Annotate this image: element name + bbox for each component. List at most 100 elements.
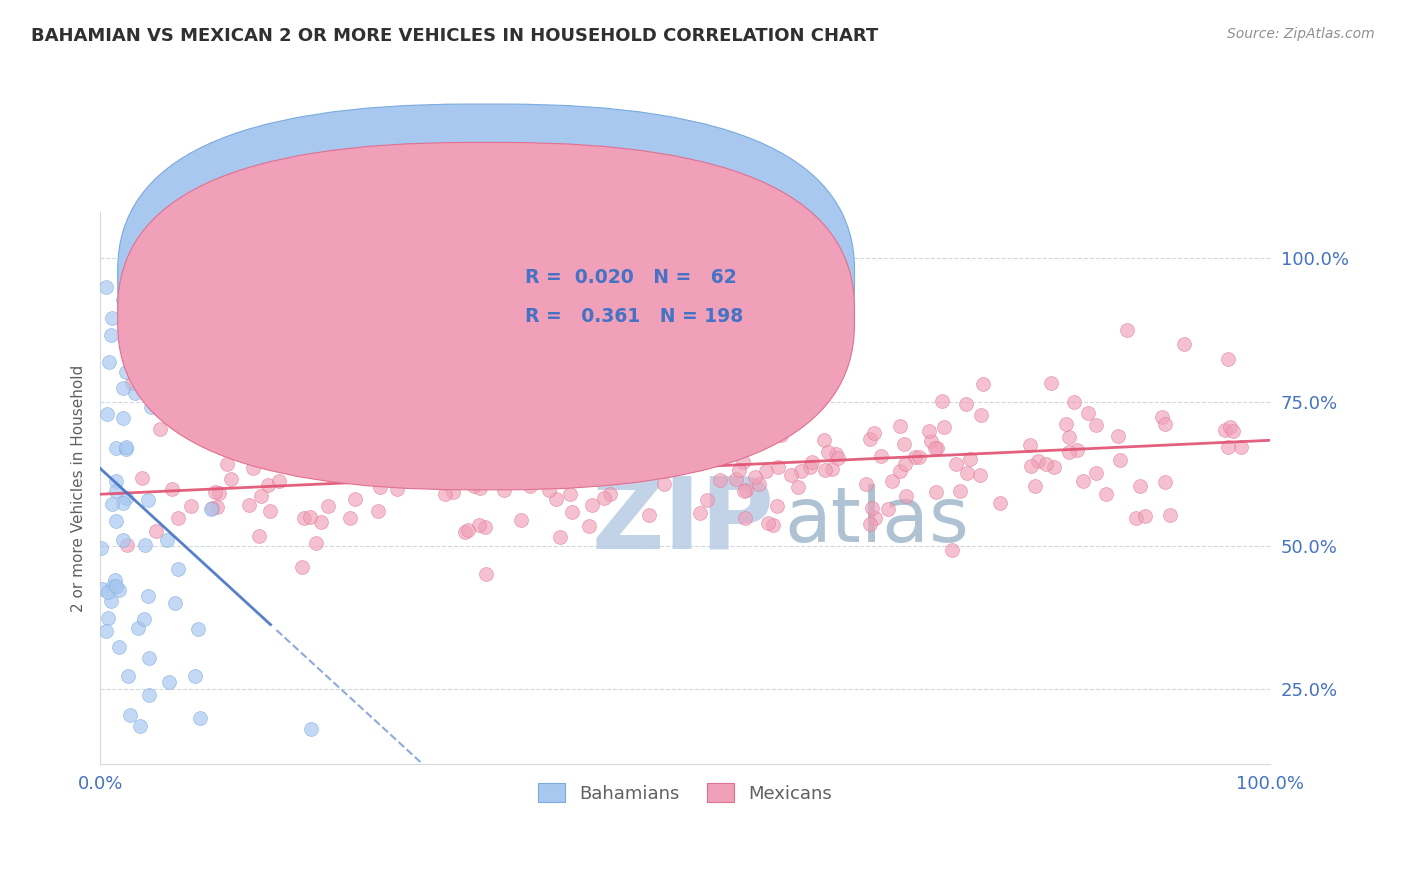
Point <box>799 459 821 474</box>
Point <box>385 483 408 497</box>
Point <box>187 622 209 636</box>
Point <box>1154 417 1177 432</box>
Point <box>96 407 118 421</box>
Point <box>492 483 515 498</box>
Point <box>931 393 953 408</box>
Point <box>433 475 456 490</box>
Point <box>498 466 520 480</box>
Point <box>969 468 991 483</box>
Point <box>165 596 187 610</box>
Point <box>513 447 536 461</box>
Point <box>330 456 353 470</box>
Point <box>731 381 754 395</box>
Point <box>789 465 811 479</box>
Point <box>446 447 468 461</box>
Point <box>138 651 160 665</box>
Point <box>259 504 281 518</box>
Point <box>780 467 803 482</box>
Point <box>454 471 477 485</box>
Point <box>1173 337 1195 351</box>
Point <box>292 510 315 524</box>
Point <box>138 688 160 702</box>
Point <box>889 419 911 434</box>
Point <box>134 538 156 552</box>
Point <box>298 510 321 524</box>
Point <box>581 498 603 512</box>
Point <box>882 474 904 488</box>
Point <box>599 487 621 501</box>
Point <box>242 460 264 475</box>
Point <box>138 589 160 603</box>
Point <box>1216 440 1239 454</box>
Point <box>131 471 153 485</box>
Point <box>1129 479 1152 493</box>
Point <box>491 465 513 479</box>
Point <box>596 383 619 397</box>
Point <box>814 463 837 477</box>
Point <box>593 491 616 506</box>
Point <box>1159 508 1181 522</box>
Point <box>1216 352 1239 367</box>
Point <box>1077 406 1099 420</box>
Point <box>751 434 773 448</box>
Point <box>155 388 177 402</box>
Point <box>817 444 839 458</box>
Point <box>747 340 769 354</box>
Point <box>463 479 485 493</box>
Point <box>945 457 967 471</box>
Point <box>120 708 142 723</box>
Y-axis label: 2 or more Vehicles in Household: 2 or more Vehicles in Household <box>72 365 86 612</box>
Point <box>309 516 332 530</box>
Point <box>145 524 167 538</box>
Point <box>561 505 583 519</box>
Point <box>1085 466 1108 480</box>
Point <box>1043 460 1066 475</box>
Point <box>112 496 135 510</box>
Point <box>779 418 801 433</box>
Text: atlas: atlas <box>785 484 969 558</box>
Point <box>1115 322 1137 336</box>
Point <box>149 367 172 381</box>
Point <box>904 450 927 464</box>
Point <box>519 478 541 492</box>
Point <box>727 463 749 477</box>
Point <box>100 327 122 342</box>
Point <box>1019 458 1042 473</box>
Point <box>1066 442 1088 457</box>
Point <box>1054 417 1077 431</box>
Point <box>215 457 238 471</box>
Point <box>470 401 492 416</box>
Point <box>877 502 900 516</box>
Point <box>132 330 155 344</box>
Point <box>863 426 886 441</box>
Point <box>918 424 941 438</box>
Point <box>162 365 184 379</box>
Point <box>955 397 977 411</box>
Point <box>1035 457 1057 471</box>
Point <box>146 296 169 310</box>
Point <box>1107 429 1129 443</box>
Point <box>114 441 136 455</box>
Point <box>709 473 731 487</box>
Point <box>1109 452 1132 467</box>
Point <box>111 381 134 395</box>
Point <box>813 433 835 447</box>
Point <box>474 520 496 534</box>
Point <box>299 723 322 737</box>
Point <box>247 529 270 543</box>
Point <box>468 517 491 532</box>
Point <box>115 538 138 552</box>
Point <box>770 428 793 442</box>
Point <box>766 460 789 475</box>
Text: R =  0.020   N =   62: R = 0.020 N = 62 <box>524 268 737 287</box>
FancyBboxPatch shape <box>118 104 855 451</box>
Point <box>94 624 117 639</box>
Point <box>267 475 290 489</box>
Point <box>538 483 561 497</box>
Point <box>434 487 457 501</box>
Point <box>1152 409 1174 424</box>
Point <box>744 469 766 483</box>
Point <box>889 464 911 478</box>
Point <box>132 612 155 626</box>
Point <box>724 472 747 486</box>
